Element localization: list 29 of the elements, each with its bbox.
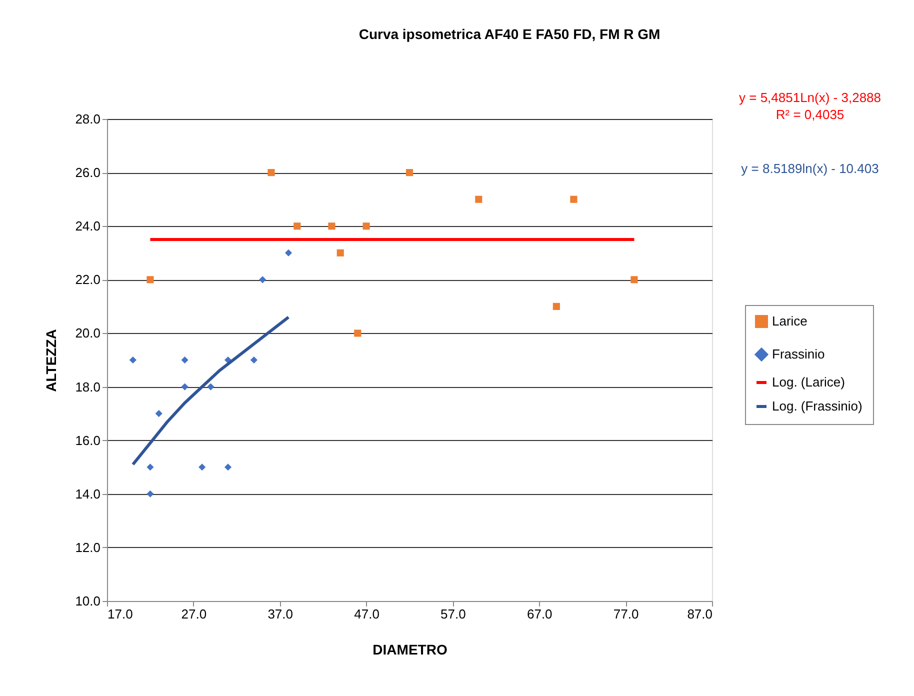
y-tick-label: 26.0 xyxy=(75,165,100,180)
legend-label: Larice xyxy=(772,314,808,328)
chart-title: Curva ipsometrica AF40 E FA50 FD, FM R GM xyxy=(358,26,660,42)
x-tick-label: 87.0 xyxy=(687,606,712,622)
y-tick-label: 18.0 xyxy=(75,379,100,394)
legend-label: Frassinio xyxy=(772,346,825,362)
x-tick-label: 77.0 xyxy=(613,606,639,622)
x-tick-label: 67.0 xyxy=(526,606,552,622)
legend-label: Log. (Larice) xyxy=(772,374,845,390)
y-tick-label: 28.0 xyxy=(75,112,100,126)
text: y = 5,4851Ln(x) - 3,2888 xyxy=(738,90,882,105)
line-series xyxy=(131,316,290,466)
x-axis-title: DIAMETRO xyxy=(372,642,448,658)
y-axis-title: ALTEZZA xyxy=(43,329,60,392)
y-tick-label: 20.0 xyxy=(75,326,100,341)
x-tick-label: 57.0 xyxy=(440,606,466,622)
legend-label: Log. (Frassinio) xyxy=(772,398,862,414)
text: R² = 0,4035 xyxy=(776,107,844,122)
x-tick-label: 37.0 xyxy=(268,606,294,622)
y-tick-label: 14.0 xyxy=(75,486,100,502)
y-tick-label: 10.0 xyxy=(75,594,100,608)
text: y = 8.5189ln(x) - 10.403 xyxy=(741,161,879,176)
y-tick-label: 22.0 xyxy=(75,272,100,288)
y-tick-label: 12.0 xyxy=(75,540,100,555)
y-tick-label: 16.0 xyxy=(75,432,100,448)
x-tick-label: 27.0 xyxy=(181,606,207,622)
x-tick-label: 47.0 xyxy=(354,606,380,622)
x-tick-label: 17.0 xyxy=(108,606,133,622)
y-tick-label: 24.0 xyxy=(75,218,100,234)
